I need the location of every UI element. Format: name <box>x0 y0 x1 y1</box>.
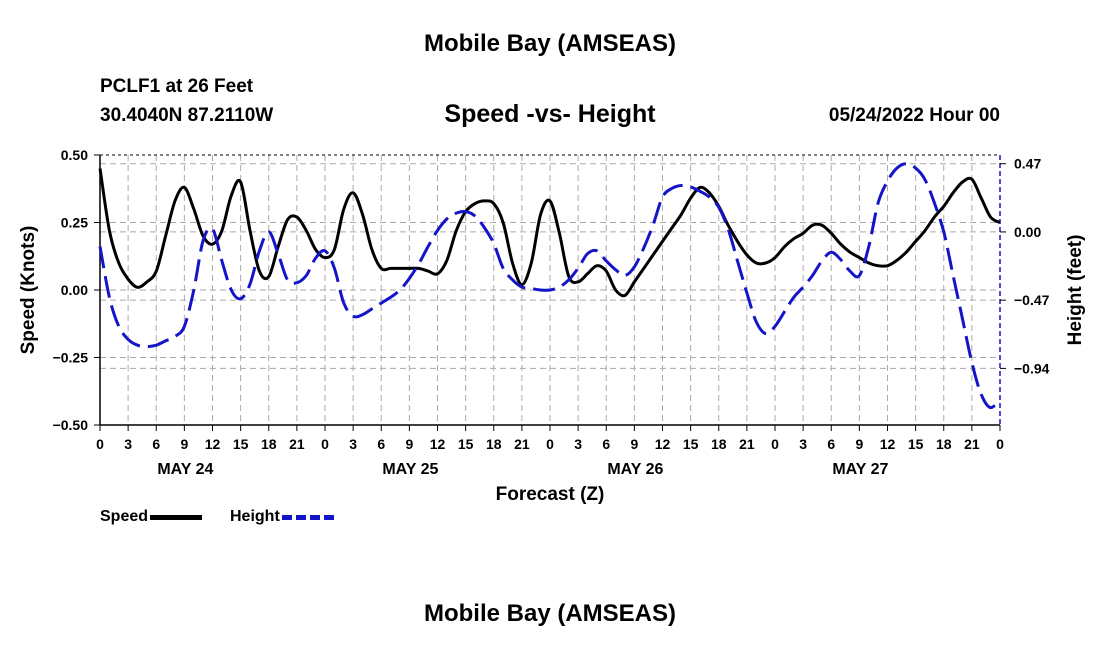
x-tick-label: 18 <box>261 436 277 452</box>
footer-title: Mobile Bay (AMSEAS) <box>423 600 677 627</box>
x-tick-label: 0 <box>96 436 104 452</box>
x-tick-label: 0 <box>771 436 779 452</box>
x-tick-label: 6 <box>602 436 610 452</box>
x-tick-label: 21 <box>739 436 755 452</box>
x-tick-label: 3 <box>349 436 357 452</box>
x-day-label: MAY 25 <box>382 461 438 478</box>
x-tick-label: 3 <box>799 436 807 452</box>
x-axis-title: Forecast (Z) <box>496 484 605 505</box>
chart-title: Mobile Bay (AMSEAS) <box>423 30 677 57</box>
x-tick-label: 0 <box>996 436 1004 452</box>
x-tick-label: 21 <box>514 436 530 452</box>
x-tick-label: 6 <box>377 436 385 452</box>
x-tick-label: 9 <box>180 436 188 452</box>
y-axis-title-right: Height (feet) <box>1065 235 1086 346</box>
x-tick-label: 12 <box>880 436 896 452</box>
x-day-label: MAY 27 <box>832 461 888 478</box>
x-tick-label: 18 <box>936 436 952 452</box>
y-tick-label-left: −0.25 <box>53 350 89 366</box>
x-tick-label: 15 <box>683 436 699 452</box>
x-tick-label: 6 <box>152 436 160 452</box>
x-tick-label: 9 <box>855 436 863 452</box>
x-tick-label: 9 <box>630 436 638 452</box>
x-tick-label: 0 <box>546 436 554 452</box>
y-tick-label-left: 0.25 <box>61 215 88 231</box>
y-tick-label-right: 0.00 <box>1014 224 1041 240</box>
x-tick-label: 12 <box>430 436 446 452</box>
y-tick-label-left: 0.50 <box>61 147 88 163</box>
forecast-datetime: 05/24/2022 Hour 00 <box>828 105 1000 126</box>
y-tick-label-left: −0.50 <box>53 417 89 433</box>
y-tick-label-left: 0.00 <box>61 282 88 298</box>
x-tick-label: 9 <box>405 436 413 452</box>
x-tick-label: 12 <box>205 436 221 452</box>
x-tick-label: 3 <box>124 436 132 452</box>
y-tick-label-right: 0.47 <box>1014 156 1041 172</box>
legend-swatch-height <box>281 514 334 520</box>
legend-item-height: Height <box>230 508 334 526</box>
x-tick-label: 21 <box>289 436 305 452</box>
x-day-label: MAY 24 <box>157 461 213 478</box>
x-tick-label: 12 <box>655 436 671 452</box>
legend-item-speed: Speed <box>100 508 203 526</box>
y-tick-label-right: −0.94 <box>1014 360 1050 376</box>
legend-swatch-speed <box>150 514 203 520</box>
x-tick-label: 15 <box>908 436 924 452</box>
height-series-line <box>98 162 1002 410</box>
x-tick-label: 18 <box>486 436 502 452</box>
x-tick-label: 3 <box>574 436 582 452</box>
x-tick-label: 18 <box>711 436 727 452</box>
x-tick-label: 0 <box>321 436 329 452</box>
speed-series-line <box>98 168 1001 298</box>
x-tick-label: 15 <box>458 436 474 452</box>
y-tick-label-right: −0.47 <box>1014 292 1050 308</box>
x-tick-label: 21 <box>964 436 980 452</box>
y-axis-title-left: Speed (Knots) <box>18 226 39 355</box>
x-tick-label: 15 <box>233 436 249 452</box>
chart-subtitle: Speed -vs- Height <box>444 100 656 128</box>
x-tick-label: 6 <box>827 436 835 452</box>
legend-label-speed: Speed <box>100 508 149 525</box>
legend-label-height: Height <box>230 508 280 525</box>
station-coordinates: 30.4040N 87.2110W <box>100 105 274 126</box>
x-day-label: MAY 26 <box>607 461 663 478</box>
station-label: PCLF1 at 26 Feet <box>100 76 254 97</box>
